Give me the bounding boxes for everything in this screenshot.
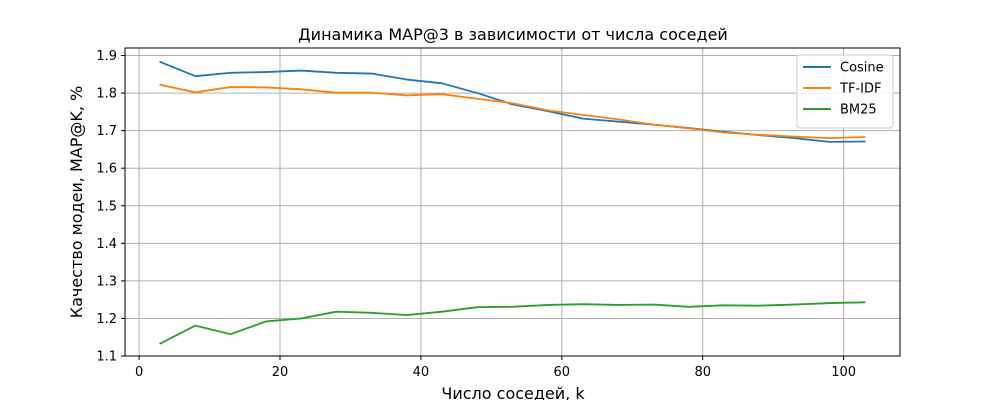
y-tick-label: 1.2 (96, 312, 117, 327)
y-tick-label: 1.4 (96, 237, 117, 252)
plot-frame (124, 47, 901, 357)
series-group (159, 61, 866, 345)
x-tick-label: 60 (554, 365, 571, 380)
y-tick-label: 1.7 (96, 124, 117, 139)
legend-label-tf-idf: TF-IDF (839, 82, 881, 97)
x-tick-label: 80 (694, 365, 711, 380)
y-axis-label: Качество модеи, MAP@K, % (67, 86, 86, 318)
y-tick-label: 1.8 (96, 87, 117, 102)
series-line-bm25 (159, 301, 866, 345)
legend-label-bm25: BM25 (840, 103, 877, 118)
y-tick-label: 1.1 (96, 350, 117, 365)
legend-label-cosine: Cosine (840, 61, 884, 76)
x-tick-label: 40 (413, 365, 430, 380)
y-tick-label: 1.3 (96, 274, 117, 289)
y-tick-label: 1.9 (96, 49, 117, 64)
series-line-tf-idf (159, 83, 866, 140)
x-tick-label: 100 (831, 365, 856, 380)
x-axis-label: Число соседей, k (441, 384, 585, 400)
y-tick-label: 1.5 (96, 199, 117, 214)
y-tick-label: 1.6 (96, 162, 117, 177)
legend: Cosine TF-IDF BM25 (796, 54, 894, 129)
chart-title: Динамика MAP@3 в зависимости от числа со… (298, 25, 728, 44)
x-tick-label: 20 (272, 365, 289, 380)
axes: 0 20 40 60 80 100 1.1 1.2 1.3 1.4 1.5 1.6 1.7 1.8 1.9 (96, 49, 856, 380)
grid (125, 48, 900, 357)
x-tick-label: 0 (135, 365, 143, 380)
